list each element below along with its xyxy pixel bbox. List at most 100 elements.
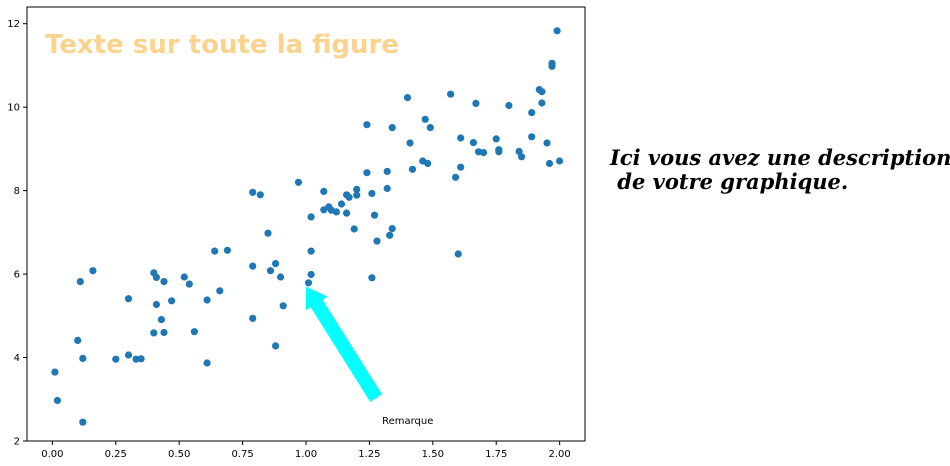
data-point (373, 237, 381, 245)
data-point (492, 135, 500, 143)
x-tick-label: 0.75 (231, 449, 253, 460)
data-point (424, 159, 432, 168)
y-axis-ticks: 2 4 6 8 10 12 (7, 19, 27, 448)
data-point (403, 94, 412, 102)
data-point (203, 359, 211, 367)
x-tick-label: 1.00 (295, 449, 317, 460)
y-tick-label: 10 (7, 103, 20, 114)
data-point (515, 147, 523, 155)
data-point (185, 280, 193, 288)
data-point (256, 191, 264, 199)
data-point (249, 262, 257, 270)
data-point (479, 149, 488, 157)
data-point (89, 267, 97, 275)
data-point (277, 273, 285, 281)
data-point (528, 109, 536, 117)
data-point (495, 148, 503, 156)
side-description: Ici vous avez une description de votre g… (610, 145, 950, 194)
data-point (332, 208, 340, 216)
data-point (152, 300, 160, 309)
data-point (469, 139, 477, 147)
data-point (272, 342, 280, 350)
data-point (79, 354, 87, 362)
data-point (124, 295, 133, 303)
x-tick-label: 0.50 (168, 449, 190, 460)
x-tick-label: 2.00 (549, 449, 571, 460)
data-point (160, 278, 168, 286)
data-point (457, 134, 465, 142)
data-point (304, 279, 313, 287)
data-point (556, 157, 564, 165)
data-point (538, 99, 546, 107)
data-point (538, 88, 546, 96)
annotation: Remarque (305, 286, 433, 427)
data-point (350, 225, 358, 233)
y-tick-label: 6 (14, 270, 20, 281)
data-point (345, 193, 353, 201)
data-point (383, 184, 391, 193)
data-point (388, 225, 396, 233)
data-point (272, 260, 280, 268)
x-tick-label: 1.50 (422, 449, 444, 460)
data-point (320, 187, 328, 195)
x-tick-label: 0.25 (105, 449, 127, 460)
data-point (383, 167, 391, 175)
data-point (74, 336, 82, 344)
data-point (368, 274, 376, 282)
data-point (518, 153, 526, 161)
data-point (528, 133, 536, 141)
data-point (457, 163, 465, 171)
data-point (223, 246, 231, 254)
data-point (426, 124, 434, 132)
data-point (137, 355, 145, 363)
x-tick-label: 0.00 (41, 449, 63, 460)
data-point (452, 173, 460, 181)
y-tick-label: 12 (7, 19, 20, 30)
data-point (307, 270, 315, 279)
data-point (180, 273, 188, 281)
x-tick-label: 1.25 (358, 449, 380, 460)
data-point (363, 121, 371, 129)
x-axis-ticks: 0.00 0.25 0.50 0.75 1.00 1.25 1.50 1.75 2.00 (41, 441, 571, 460)
data-point (160, 328, 168, 337)
data-point (543, 139, 551, 147)
data-point (294, 178, 302, 186)
data-point (337, 200, 346, 208)
data-point (454, 250, 462, 258)
data-point (408, 165, 417, 173)
y-tick-label: 8 (14, 186, 20, 197)
data-point (388, 124, 396, 132)
data-point (279, 302, 287, 310)
data-point (353, 191, 361, 199)
data-point (150, 329, 158, 337)
data-point (264, 229, 272, 237)
data-point (76, 278, 84, 286)
data-point (249, 314, 257, 322)
y-tick-label: 2 (14, 437, 20, 448)
axes-frame (26, 6, 586, 442)
data-point (51, 368, 59, 376)
data-point (472, 99, 480, 107)
data-point (79, 418, 87, 426)
y-tick-label: 4 (14, 353, 20, 364)
data-point (421, 115, 429, 123)
x-tick-label: 1.75 (485, 449, 507, 460)
data-point (157, 316, 165, 324)
data-point (168, 297, 176, 305)
data-point (211, 247, 219, 255)
data-point (124, 351, 133, 359)
data-point (548, 59, 556, 67)
data-point (505, 101, 513, 110)
data-point (307, 213, 315, 221)
data-point (343, 209, 351, 217)
data-point (112, 355, 120, 363)
points-layer (51, 27, 564, 426)
data-point (216, 287, 224, 295)
data-point (368, 189, 376, 198)
data-point (363, 169, 371, 177)
data-point (266, 267, 275, 275)
data-point (353, 185, 361, 193)
data-point (152, 273, 160, 281)
data-point (370, 211, 379, 219)
